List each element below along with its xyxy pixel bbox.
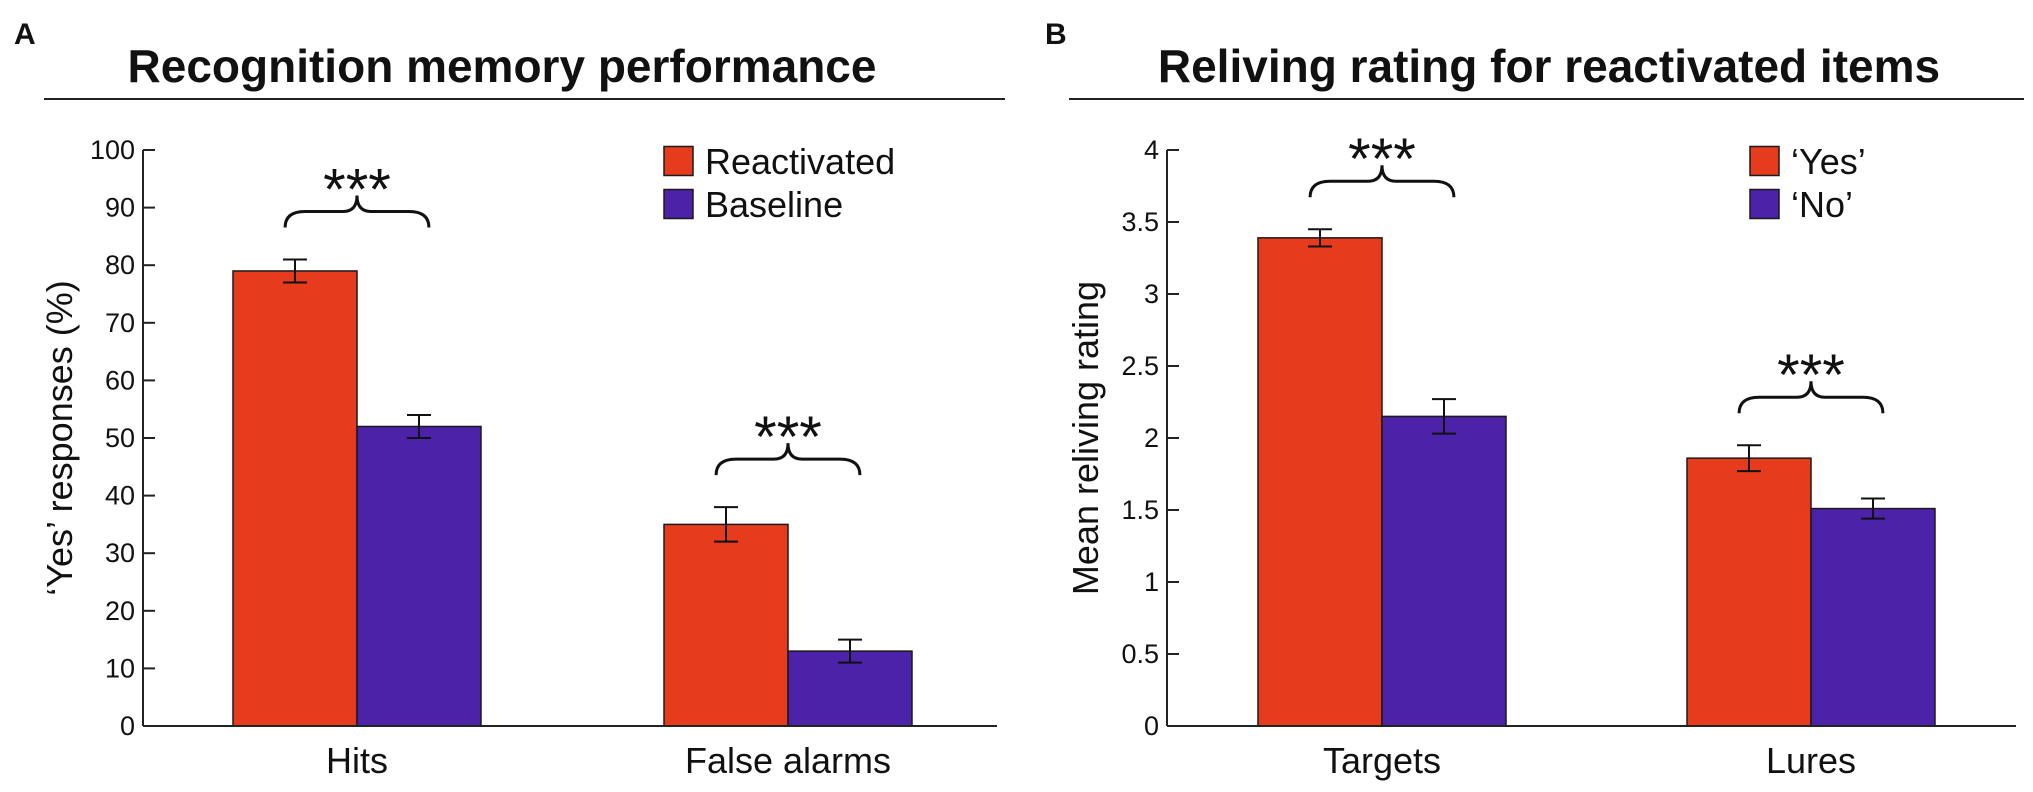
y-tick-label: 0 [1144, 711, 1159, 741]
legend-swatch [663, 188, 694, 220]
y-tick-label: 50 [105, 423, 135, 453]
legend-swatch [1749, 188, 1780, 220]
significance-brace [714, 443, 862, 476]
y-tick-label: 1.5 [1121, 495, 1159, 525]
y-tick-label: 20 [105, 596, 135, 626]
bar [1810, 507, 1936, 727]
bar [356, 425, 482, 727]
bar [1381, 415, 1507, 727]
chart-title: Reliving rating for reactivated items [1158, 40, 1940, 92]
y-tick-label: 80 [105, 250, 135, 280]
panel-letter: B [1045, 18, 1067, 51]
y-tick-label: 2.5 [1121, 351, 1159, 381]
y-tick-label: 70 [105, 308, 135, 338]
y-tick-label: 30 [105, 538, 135, 568]
panel-a: A Recognition memory performance 0 10 20 30 40… [14, 18, 1005, 781]
y-tick-label: 40 [105, 481, 135, 511]
y-tick-label: 2 [1144, 423, 1159, 453]
chart-title: Recognition memory performance [128, 40, 877, 92]
legend-label: ‘No’ [1791, 184, 1853, 225]
y-axis-label: Mean reliving rating [1065, 281, 1106, 595]
y-tick-label: 3.5 [1121, 207, 1159, 237]
bar [232, 270, 358, 727]
x-category-label: False alarms [685, 740, 891, 781]
panel-b: B Reliving rating for reactivated items 0 0… [1045, 18, 2024, 781]
bar [1686, 457, 1812, 727]
legend-label: Baseline [705, 184, 843, 225]
x-category-label: Hits [326, 740, 388, 781]
y-tick-label: 90 [105, 193, 135, 223]
significance-brace [1308, 165, 1456, 198]
y-tick-label: 60 [105, 365, 135, 395]
significance-label: *** [754, 405, 822, 470]
significance-label: *** [323, 157, 391, 222]
y-tick-label: 0 [120, 711, 135, 741]
y-tick-label: 4 [1144, 135, 1159, 165]
x-category-label: Targets [1323, 740, 1441, 781]
significance-label: *** [1777, 343, 1845, 408]
legend-swatch [1749, 145, 1780, 177]
y-axis-label: ‘Yes’ responses (%) [39, 280, 80, 595]
panel-letter: A [14, 18, 36, 51]
bar [1257, 237, 1383, 727]
bar [663, 523, 789, 727]
legend-swatch [663, 145, 694, 177]
legend-label: Reactivated [705, 141, 895, 182]
y-tick-label: 3 [1144, 279, 1159, 309]
significance-brace [283, 195, 431, 228]
y-tick-label: 0.5 [1121, 639, 1159, 669]
y-tick-label: 1 [1144, 567, 1159, 597]
y-tick-label: 100 [90, 135, 135, 165]
y-tick-label: 10 [105, 653, 135, 683]
legend-label: ‘Yes’ [1791, 141, 1866, 182]
significance-label: *** [1348, 127, 1416, 192]
x-category-label: Lures [1766, 740, 1856, 781]
significance-brace [1737, 381, 1885, 414]
